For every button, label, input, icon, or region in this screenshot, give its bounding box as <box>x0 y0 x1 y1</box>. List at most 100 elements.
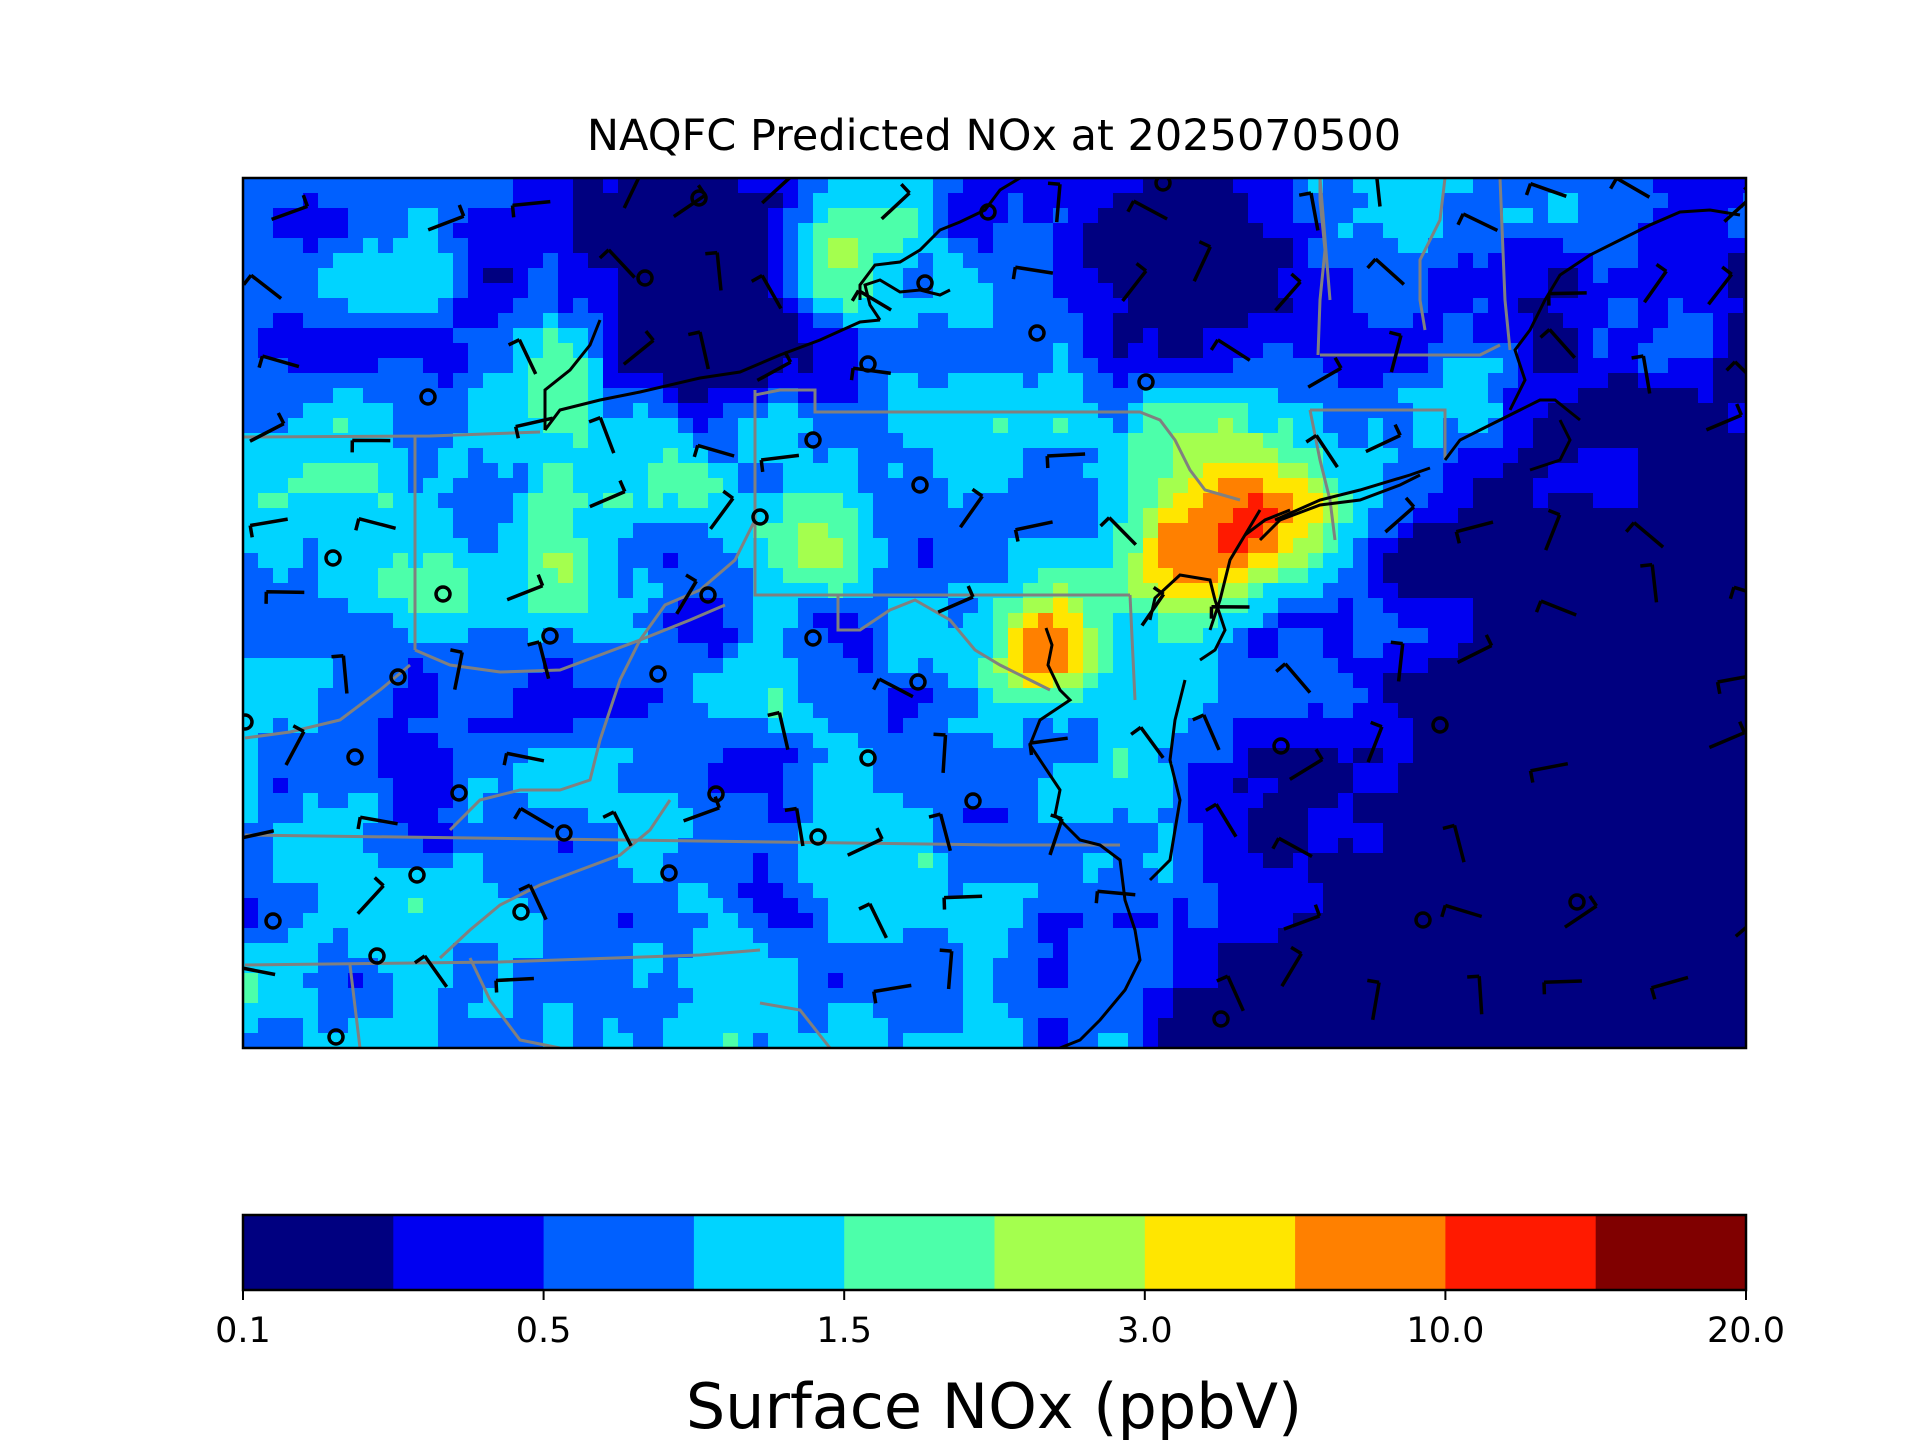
field-cell <box>903 508 919 524</box>
field-cell <box>1158 208 1174 224</box>
field-cell <box>1218 868 1234 884</box>
field-cell <box>1608 343 1624 359</box>
field-cell <box>1248 178 1264 194</box>
field-cell <box>1398 568 1414 584</box>
field-cell <box>903 238 919 254</box>
field-cell <box>1623 313 1639 329</box>
field-cell <box>1533 853 1549 869</box>
field-cell <box>1488 343 1504 359</box>
field-cell <box>1218 448 1234 464</box>
field-cell <box>1413 643 1429 659</box>
field-cell <box>1053 778 1069 794</box>
field-cell <box>1668 463 1684 479</box>
field-cell <box>318 808 334 824</box>
field-cell <box>978 598 994 614</box>
field-cell <box>1263 223 1279 239</box>
field-cell <box>288 898 304 914</box>
field-cell <box>1323 583 1339 599</box>
field-cell <box>1428 883 1444 899</box>
field-cell <box>1233 763 1249 779</box>
field-cell <box>1563 688 1579 704</box>
field-cell <box>888 448 904 464</box>
field-cell <box>1248 703 1264 719</box>
field-cell <box>1023 763 1039 779</box>
field-cell <box>1158 238 1174 254</box>
field-cell <box>813 193 829 209</box>
field-cell <box>1023 808 1039 824</box>
field-cell <box>633 703 649 719</box>
field-cell <box>468 343 484 359</box>
field-cell <box>1713 178 1729 194</box>
field-cell <box>1158 778 1174 794</box>
field-cell <box>1473 433 1489 449</box>
field-cell <box>1518 478 1534 494</box>
field-cell <box>1563 478 1579 494</box>
field-cell <box>1548 478 1564 494</box>
field-cell <box>1203 868 1219 884</box>
field-cell <box>963 268 979 284</box>
field-cell <box>1548 583 1564 599</box>
field-cell <box>273 658 289 674</box>
field-cell <box>1068 763 1084 779</box>
field-cell <box>318 508 334 524</box>
field-cell <box>588 373 604 389</box>
field-cell <box>633 598 649 614</box>
field-cell <box>588 898 604 914</box>
field-cell <box>1098 373 1114 389</box>
field-cell <box>723 253 739 269</box>
field-cell <box>1713 388 1729 404</box>
field-cell <box>423 883 439 899</box>
field-cell <box>1398 808 1414 824</box>
field-cell <box>1653 853 1669 869</box>
field-cell <box>378 688 394 704</box>
field-cell <box>648 373 664 389</box>
field-cell <box>828 868 844 884</box>
field-cell <box>1623 598 1639 614</box>
field-cell <box>1743 538 1746 554</box>
field-cell <box>1338 598 1354 614</box>
field-cell <box>753 193 769 209</box>
field-cell <box>1128 523 1144 539</box>
field-cell <box>753 868 769 884</box>
field-cell <box>1503 478 1519 494</box>
field-cell <box>513 298 529 314</box>
field-cell <box>1338 688 1354 704</box>
field-cell <box>618 358 634 374</box>
field-cell <box>258 223 274 239</box>
field-cell <box>903 628 919 644</box>
field-cell <box>1638 838 1654 854</box>
field-cell <box>1563 388 1579 404</box>
field-cell <box>1698 763 1714 779</box>
field-cell <box>993 643 1009 659</box>
field-cell <box>858 538 874 554</box>
field-cell <box>1383 808 1399 824</box>
field-cell <box>873 778 889 794</box>
field-cell <box>783 328 799 344</box>
field-cell <box>978 868 994 884</box>
field-cell <box>1113 883 1129 899</box>
field-cell <box>1473 283 1489 299</box>
field-cell <box>1173 388 1189 404</box>
field-cell <box>1653 328 1669 344</box>
field-cell <box>798 778 814 794</box>
field-cell <box>423 298 439 314</box>
field-cell <box>1113 178 1129 194</box>
field-cell <box>828 433 844 449</box>
field-cell <box>1083 358 1099 374</box>
field-cell <box>1488 298 1504 314</box>
field-cell <box>648 313 664 329</box>
field-cell <box>423 373 439 389</box>
field-cell <box>1338 613 1354 629</box>
field-cell <box>333 298 349 314</box>
field-cell <box>903 613 919 629</box>
field-cell <box>1023 643 1039 659</box>
field-cell <box>978 568 994 584</box>
field-cell <box>1713 328 1729 344</box>
field-cell <box>1233 793 1249 809</box>
field-cell <box>1293 418 1309 434</box>
field-cell <box>453 328 469 344</box>
field-cell <box>783 313 799 329</box>
field-cell <box>363 373 379 389</box>
field-cell <box>1173 658 1189 674</box>
field-cell <box>1218 403 1234 419</box>
